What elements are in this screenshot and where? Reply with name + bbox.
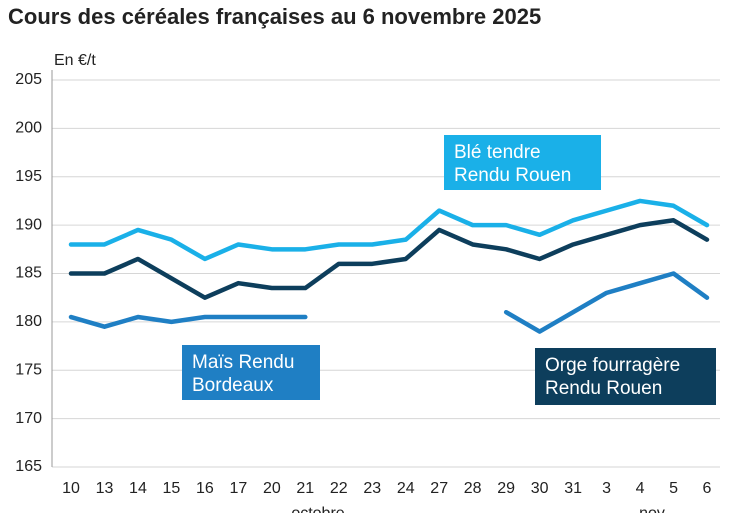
series-line <box>68 218 710 300</box>
series-line <box>68 198 710 262</box>
x-tick-label: 6 <box>703 480 712 497</box>
series-line <box>68 271 710 334</box>
y-tick-label: 195 <box>15 168 42 185</box>
y-tick-label: 170 <box>15 410 42 427</box>
x-tick-label: 14 <box>129 480 147 497</box>
x-tick-label: 30 <box>531 480 549 497</box>
x-tick-label: 5 <box>669 480 678 497</box>
y-axis-label: En €/t <box>54 52 96 69</box>
x-tick-label: 31 <box>564 480 582 497</box>
y-tick-label: 205 <box>15 71 42 88</box>
y-tick-label: 190 <box>15 216 42 233</box>
series-label: Blé tendre Rendu Rouen <box>444 135 601 190</box>
y-tick-label: 165 <box>15 458 42 475</box>
x-tick-label: 27 <box>430 480 448 497</box>
series-label: Orge fourragère Rendu Rouen <box>535 348 716 405</box>
x-tick-label: 4 <box>636 480 645 497</box>
month-label: octobre <box>291 505 344 513</box>
x-tick-label: 17 <box>229 480 247 497</box>
x-tick-label: 23 <box>363 480 381 497</box>
x-tick-label: 24 <box>397 480 415 497</box>
x-tick-label: 16 <box>196 480 214 497</box>
series-label: Maïs Rendu Bordeaux <box>182 345 320 400</box>
x-tick-label: 3 <box>602 480 611 497</box>
x-tick-label: 28 <box>464 480 482 497</box>
x-tick-label: 22 <box>330 480 348 497</box>
y-tick-label: 200 <box>15 120 42 137</box>
x-tick-label: 29 <box>497 480 515 497</box>
x-tick-label: 13 <box>96 480 114 497</box>
x-tick-label: 20 <box>263 480 281 497</box>
y-tick-label: 180 <box>15 313 42 330</box>
x-tick-label: 15 <box>163 480 181 497</box>
y-tick-label: 185 <box>15 265 42 282</box>
x-tick-label: 10 <box>62 480 80 497</box>
x-tick-label: 21 <box>296 480 314 497</box>
chart-title: Cours des céréales françaises au 6 novem… <box>8 4 541 29</box>
y-tick-label: 175 <box>15 361 42 378</box>
month-label: nov <box>639 505 665 513</box>
